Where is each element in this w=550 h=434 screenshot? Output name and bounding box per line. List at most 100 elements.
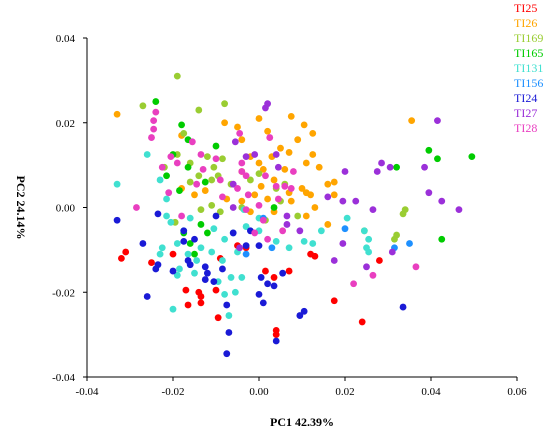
data-point xyxy=(113,216,121,224)
data-point xyxy=(212,142,220,150)
data-point xyxy=(270,282,278,290)
data-point xyxy=(281,165,289,173)
data-point xyxy=(311,204,319,211)
data-point xyxy=(251,151,259,158)
data-point xyxy=(227,274,235,281)
data-point xyxy=(122,248,130,256)
data-point xyxy=(152,98,160,105)
data-point xyxy=(242,223,250,230)
x-tick-label: 0.04 xyxy=(421,386,441,398)
data-point xyxy=(309,129,317,137)
x-tick-label: 0.02 xyxy=(335,386,354,398)
data-point xyxy=(272,151,280,158)
data-point xyxy=(204,153,211,161)
data-point xyxy=(178,212,186,220)
data-point xyxy=(255,290,263,298)
data-point xyxy=(173,240,181,247)
series-ti27 xyxy=(229,100,463,271)
data-point xyxy=(272,331,280,339)
data-point xyxy=(186,240,194,247)
y-tick-label: 0.04 xyxy=(56,33,76,45)
data-point xyxy=(229,180,237,188)
data-point xyxy=(236,244,244,252)
data-point xyxy=(199,165,207,173)
x-tick-label: -0.02 xyxy=(162,386,185,398)
data-point xyxy=(455,206,463,214)
data-point xyxy=(167,218,175,226)
data-point xyxy=(234,185,241,192)
data-point xyxy=(281,182,289,190)
data-point xyxy=(163,212,170,220)
data-point xyxy=(158,163,166,171)
data-point xyxy=(388,248,396,256)
data-point xyxy=(255,159,263,167)
data-point xyxy=(158,244,166,252)
data-point xyxy=(238,274,246,281)
data-point xyxy=(152,108,160,116)
data-point xyxy=(268,244,276,252)
data-point xyxy=(324,180,332,188)
data-point xyxy=(309,151,317,158)
data-point xyxy=(219,265,226,273)
tick-labels: -0.04 -0.02 0.00 0.02 0.04 0.06 0.04 0.02 0.00 -0… xyxy=(52,33,527,398)
data-point xyxy=(300,121,308,129)
data-point xyxy=(412,263,420,271)
data-point xyxy=(201,178,209,186)
data-point xyxy=(272,238,280,245)
data-point xyxy=(204,229,211,237)
data-point xyxy=(264,127,271,135)
data-point xyxy=(259,165,267,173)
data-point xyxy=(285,244,293,252)
data-point xyxy=(163,195,170,203)
series-ti25 xyxy=(118,242,383,339)
data-point xyxy=(279,269,287,277)
data-point xyxy=(204,269,211,277)
data-point xyxy=(255,115,263,122)
data-point xyxy=(290,168,297,175)
data-point xyxy=(294,136,302,144)
data-point xyxy=(272,182,280,190)
data-point xyxy=(180,227,188,235)
data-point xyxy=(317,227,325,235)
data-point xyxy=(339,197,347,205)
data-point xyxy=(148,134,155,141)
data-point xyxy=(197,221,205,228)
data-point xyxy=(152,265,160,273)
data-point xyxy=(247,176,254,184)
data-point xyxy=(270,176,278,184)
data-point xyxy=(421,163,428,171)
data-point xyxy=(468,153,476,161)
data-point xyxy=(176,187,183,194)
data-point xyxy=(165,189,173,197)
data-point xyxy=(216,176,224,184)
data-point xyxy=(169,267,177,275)
data-point xyxy=(264,195,271,203)
data-point xyxy=(425,146,433,154)
data-point xyxy=(279,227,287,235)
data-point xyxy=(238,197,246,205)
legend-entry: TI131 xyxy=(514,61,543,75)
data-point xyxy=(197,299,205,307)
data-point xyxy=(167,153,175,161)
data-point xyxy=(283,221,291,228)
data-point xyxy=(369,206,377,214)
data-point xyxy=(208,176,216,184)
y-tick-label: 0.00 xyxy=(56,203,76,215)
data-point xyxy=(302,212,310,220)
data-point xyxy=(231,288,239,296)
data-point xyxy=(311,252,319,260)
data-point xyxy=(287,112,295,120)
data-point xyxy=(193,257,201,264)
data-point xyxy=(255,201,263,209)
data-point xyxy=(244,191,252,199)
data-point xyxy=(216,208,224,216)
series-ti26 xyxy=(113,110,416,228)
data-point xyxy=(156,250,164,258)
data-point xyxy=(221,290,229,298)
data-point xyxy=(191,269,198,277)
data-point xyxy=(272,337,280,345)
data-point xyxy=(201,187,209,194)
data-point xyxy=(156,176,164,184)
legend-entry: TI26 xyxy=(514,16,537,30)
data-point xyxy=(296,227,304,235)
